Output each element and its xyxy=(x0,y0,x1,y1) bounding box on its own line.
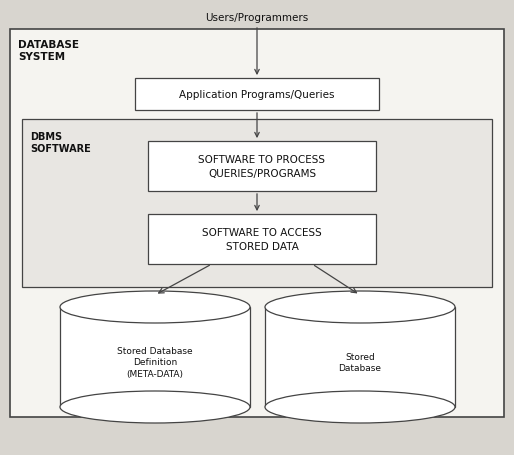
FancyBboxPatch shape xyxy=(22,120,492,288)
Polygon shape xyxy=(265,307,455,407)
Text: Users/Programmers: Users/Programmers xyxy=(206,13,308,23)
Ellipse shape xyxy=(265,291,455,324)
Text: Application Programs/Queries: Application Programs/Queries xyxy=(179,90,335,100)
Text: Stored Database
Definition
(META-DATA): Stored Database Definition (META-DATA) xyxy=(117,347,193,378)
FancyBboxPatch shape xyxy=(148,142,376,192)
Text: Stored
Database: Stored Database xyxy=(339,352,381,372)
Ellipse shape xyxy=(60,291,250,324)
Text: DATABASE
SYSTEM: DATABASE SYSTEM xyxy=(18,40,79,62)
Polygon shape xyxy=(60,307,250,407)
Ellipse shape xyxy=(265,391,455,423)
FancyBboxPatch shape xyxy=(148,214,376,264)
FancyBboxPatch shape xyxy=(10,30,504,417)
Text: SOFTWARE TO PROCESS
QUERIES/PROGRAMS: SOFTWARE TO PROCESS QUERIES/PROGRAMS xyxy=(198,155,325,178)
Text: DBMS
SOFTWARE: DBMS SOFTWARE xyxy=(30,131,91,154)
Text: SOFTWARE TO ACCESS
STORED DATA: SOFTWARE TO ACCESS STORED DATA xyxy=(202,228,322,251)
FancyBboxPatch shape xyxy=(135,79,379,111)
Ellipse shape xyxy=(60,391,250,423)
